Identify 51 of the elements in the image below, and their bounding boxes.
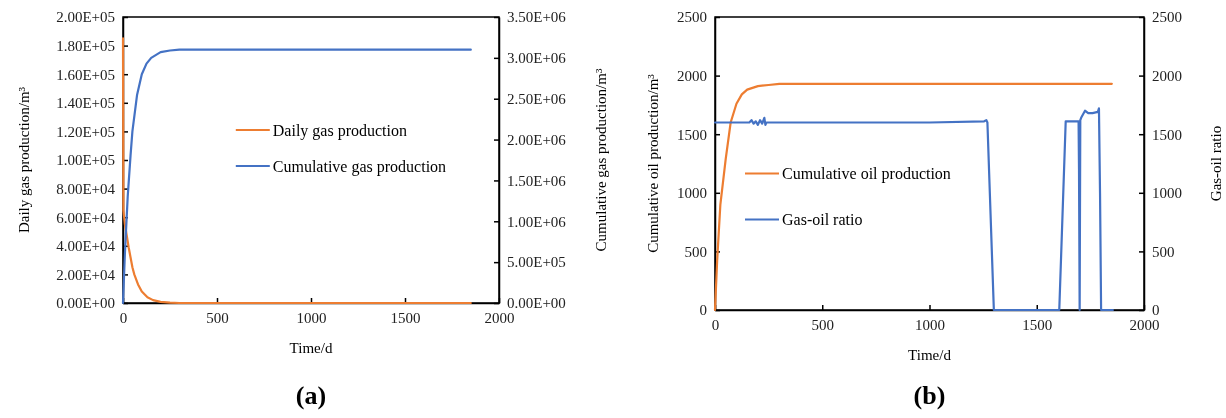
y2-tick-label: 1.00E+06 (507, 213, 567, 230)
y-tick-label: 0.00E+00 (56, 295, 115, 312)
y2-tick-label: 3.00E+06 (507, 50, 567, 67)
y-axis-title: Cumulative oil production/m³ (645, 73, 662, 253)
legend-label: Daily gas production (272, 121, 407, 140)
y2-axis-title: Gas-oil ratio (1208, 125, 1225, 202)
y2-tick-label: 2.50E+06 (507, 91, 567, 108)
y2-tick-label: 5.00E+05 (507, 254, 566, 271)
y-tick-label: 2.00E+05 (56, 9, 115, 26)
y-tick-label: 2500 (677, 9, 707, 26)
y-tick-label: 8.00E+04 (56, 180, 116, 197)
y2-tick-label: 3.50E+06 (507, 9, 567, 26)
x-tick-label: 0 (711, 316, 720, 333)
x-tick-label: 500 (206, 309, 229, 326)
y-tick-label: 2.00E+04 (56, 266, 116, 283)
y-tick-label: 500 (684, 243, 707, 260)
legend-label: Gas-oil ratio (782, 211, 863, 229)
y2-tick-label: 1500 (1152, 126, 1182, 143)
x-axis-title: Time/d (908, 347, 952, 363)
x-axis-title: Time/d (289, 340, 333, 356)
y2-tick-label: 2500 (1152, 9, 1182, 26)
y2-tick-label: 1.50E+06 (507, 172, 567, 189)
y2-tick-label: 2.00E+06 (507, 131, 567, 148)
y2-tick-label: 2000 (1152, 67, 1182, 84)
y-tick-label: 1.20E+05 (56, 123, 115, 140)
x-tick-label: 2000 (1129, 316, 1160, 333)
legend-label: Cumulative gas production (272, 157, 447, 176)
x-tick-label: 1000 (915, 316, 945, 333)
text: (b) (913, 381, 946, 410)
y2-tick-label: 500 (1152, 243, 1175, 260)
text: (a) (295, 381, 327, 410)
y-tick-label: 1500 (677, 126, 707, 143)
y-tick-label: 4.00E+04 (56, 238, 116, 255)
y2-tick-label: 0.00E+00 (507, 295, 566, 312)
x-tick-label: 1500 (390, 309, 421, 326)
y-tick-label: 1.80E+05 (56, 37, 115, 54)
x-tick-label: 1000 (296, 309, 327, 326)
y-tick-label: 6.00E+04 (56, 209, 116, 226)
y-tick-label: 1.00E+05 (56, 152, 115, 169)
x-tick-label: 1500 (1022, 316, 1053, 333)
y2-tick-label: 1000 (1152, 185, 1182, 202)
x-tick-label: 0 (119, 309, 128, 326)
x-tick-label: 500 (811, 316, 834, 333)
y-tick-label: 1.60E+05 (56, 66, 115, 83)
x-tick-label: 2000 (484, 309, 515, 326)
y-tick-label: 1000 (677, 185, 707, 202)
legend-label: Cumulative oil production (782, 165, 951, 184)
y2-axis-title: Cumulative gas production/m³ (593, 68, 610, 252)
y-tick-label: 2000 (677, 67, 707, 84)
y-tick-label: 1.40E+05 (56, 95, 115, 112)
y-axis-title: Daily gas production/m³ (16, 86, 33, 234)
